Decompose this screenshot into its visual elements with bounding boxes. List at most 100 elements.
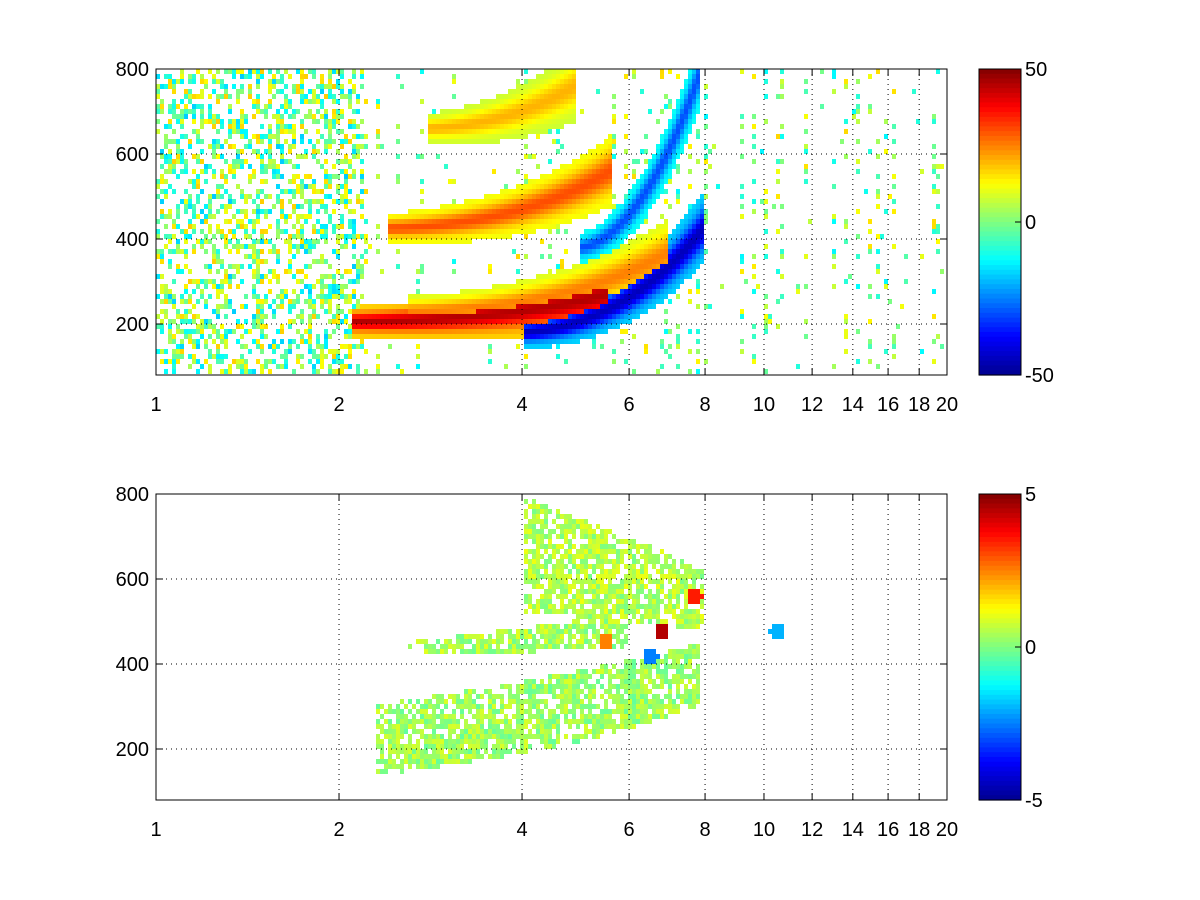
heatmap-cell — [212, 254, 216, 259]
heatmap-cell — [288, 259, 292, 264]
heatmap-cell — [240, 69, 244, 74]
heatmap-cell — [512, 324, 516, 329]
heatmap-cell — [356, 329, 360, 334]
heatmap-cell — [576, 264, 580, 269]
heatmap-cell — [160, 84, 164, 89]
heatmap-cell — [904, 254, 908, 259]
heatmap-cell — [572, 284, 576, 289]
heatmap-cell — [332, 119, 336, 124]
colorbar-segment — [979, 112, 1021, 118]
heatmap-cell — [568, 189, 572, 194]
heatmap-cell — [256, 209, 260, 214]
heatmap-cell — [264, 214, 268, 219]
heatmap-cell — [256, 249, 260, 254]
heatmap-cell — [324, 274, 328, 279]
heatmap-cell — [256, 344, 260, 349]
heatmap-cell — [296, 204, 300, 209]
heatmap-cell — [440, 329, 444, 334]
heatmap-cell — [696, 369, 700, 374]
heatmap-cell — [688, 114, 692, 119]
heatmap-cell — [600, 304, 604, 309]
heatmap-cell — [832, 89, 836, 94]
heatmap-cell — [260, 239, 264, 244]
heatmap-cell — [188, 99, 192, 104]
heatmap-cell — [548, 734, 552, 739]
heatmap-cell — [444, 744, 448, 749]
heatmap-cell — [684, 259, 688, 264]
heatmap-cell — [608, 154, 612, 159]
heatmap-cell — [640, 189, 644, 194]
heatmap-cell — [500, 324, 504, 329]
colorbar-segment — [979, 245, 1021, 252]
heatmap-cell — [568, 104, 572, 109]
heatmap-cell — [552, 644, 556, 649]
heatmap-cell — [444, 644, 448, 649]
heatmap-cell — [496, 644, 500, 649]
heatmap-cell — [400, 714, 404, 719]
heatmap-cell — [472, 304, 476, 309]
heatmap-cell — [568, 299, 572, 304]
heatmap-cell — [940, 344, 944, 349]
heatmap-cell — [740, 339, 744, 344]
heatmap-cell — [932, 119, 936, 124]
colorbar-segment — [979, 88, 1021, 94]
heatmap-cell — [336, 69, 340, 74]
heatmap-cell — [416, 729, 420, 734]
heatmap-cell — [684, 124, 688, 129]
heatmap-cell — [580, 169, 584, 174]
heatmap-cell — [564, 339, 568, 344]
colorbar-segment — [979, 92, 1021, 99]
heatmap-cell — [660, 134, 664, 139]
heatmap-cell — [196, 339, 200, 344]
heatmap-cell — [668, 69, 672, 74]
heatmap-cell — [640, 294, 644, 299]
heatmap-cell — [420, 719, 424, 724]
heatmap-cell — [368, 244, 372, 249]
heatmap-cell — [488, 264, 492, 269]
heatmap-cell — [196, 194, 200, 199]
heatmap-cell — [284, 229, 288, 234]
heatmap-cell — [200, 79, 204, 84]
heatmap-cell — [496, 329, 500, 334]
heatmap-cell — [548, 339, 552, 344]
heatmap-cell — [532, 189, 536, 194]
heatmap-cell — [648, 169, 652, 174]
heatmap-cell — [236, 119, 240, 124]
heatmap-cell — [360, 214, 364, 219]
heatmap-cell — [468, 744, 472, 749]
heatmap-cell — [524, 739, 528, 744]
heatmap-cell — [224, 329, 228, 334]
heatmap-cell — [160, 199, 164, 204]
heatmap-cell — [168, 164, 172, 169]
heatmap-cell — [328, 294, 332, 299]
heatmap-cell — [552, 569, 556, 574]
heatmap-cell — [476, 729, 480, 734]
heatmap-cell — [432, 139, 436, 144]
heatmap-cell — [612, 94, 616, 99]
heatmap-cell — [524, 689, 528, 694]
heatmap-cell — [696, 74, 700, 79]
heatmap-cell — [544, 74, 548, 79]
heatmap-cell — [656, 264, 660, 269]
heatmap-cell — [476, 229, 480, 234]
heatmap-cell — [452, 199, 456, 204]
heatmap-cell — [272, 314, 276, 319]
heatmap-cell — [364, 189, 368, 194]
heatmap-cell — [480, 729, 484, 734]
heatmap-cell — [636, 259, 640, 264]
heatmap-cell — [548, 284, 552, 289]
heatmap-cell — [264, 314, 268, 319]
heatmap-cell — [516, 219, 520, 224]
heatmap-cell — [272, 204, 276, 209]
heatmap-cell — [352, 239, 356, 244]
heatmap-cell — [364, 219, 368, 224]
heatmap-cell — [296, 244, 300, 249]
heatmap-cell — [628, 239, 632, 244]
heatmap-cell — [468, 309, 472, 314]
heatmap-cell — [468, 329, 472, 334]
heatmap-cell — [488, 639, 492, 644]
heatmap-cell — [164, 369, 168, 374]
heatmap-cell — [292, 204, 296, 209]
heatmap-cell — [188, 234, 192, 239]
heatmap-cell — [268, 79, 272, 84]
